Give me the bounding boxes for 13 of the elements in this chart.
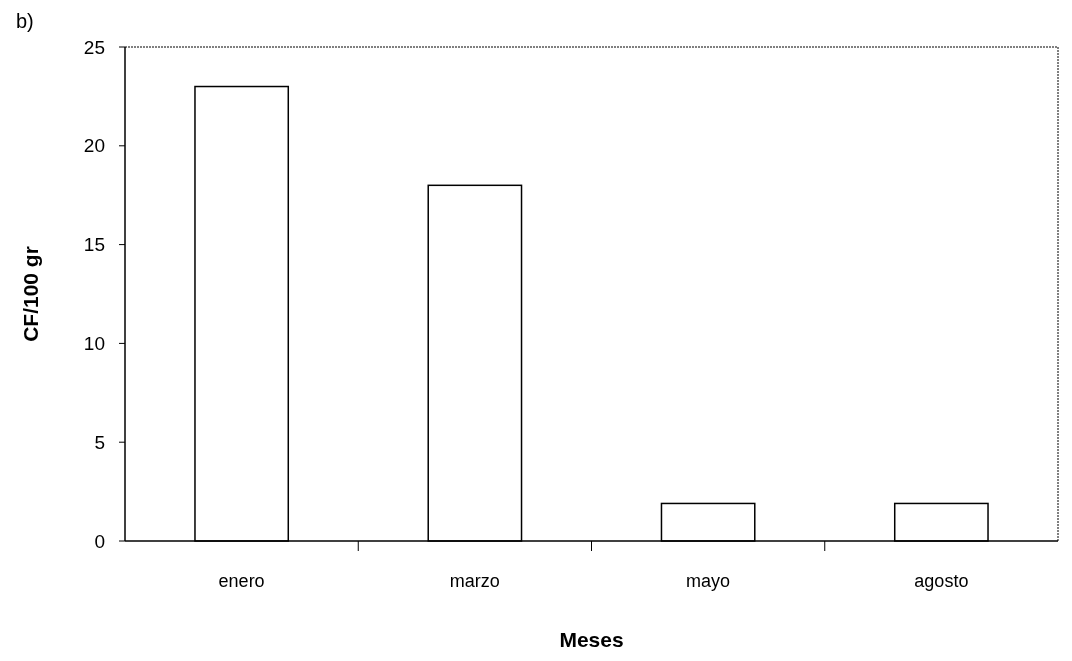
y-tick-label: 10 <box>83 333 105 355</box>
y-axis-title: CF/100 gr <box>19 246 42 342</box>
y-tick-label: 0 <box>94 530 105 552</box>
y-tick-label: 15 <box>83 234 105 256</box>
x-tick-label: mayo <box>686 571 731 591</box>
x-tick-label: marzo <box>449 571 500 591</box>
y-tick-label: 25 <box>83 36 105 58</box>
chart-title: b) <box>16 10 34 32</box>
x-axis-title: Meses <box>559 628 624 651</box>
x-tick-label: enero <box>218 571 265 591</box>
y-tick-label: 5 <box>94 431 105 453</box>
y-tick-label: 20 <box>83 135 105 157</box>
x-tick-label: agosto <box>914 571 969 591</box>
